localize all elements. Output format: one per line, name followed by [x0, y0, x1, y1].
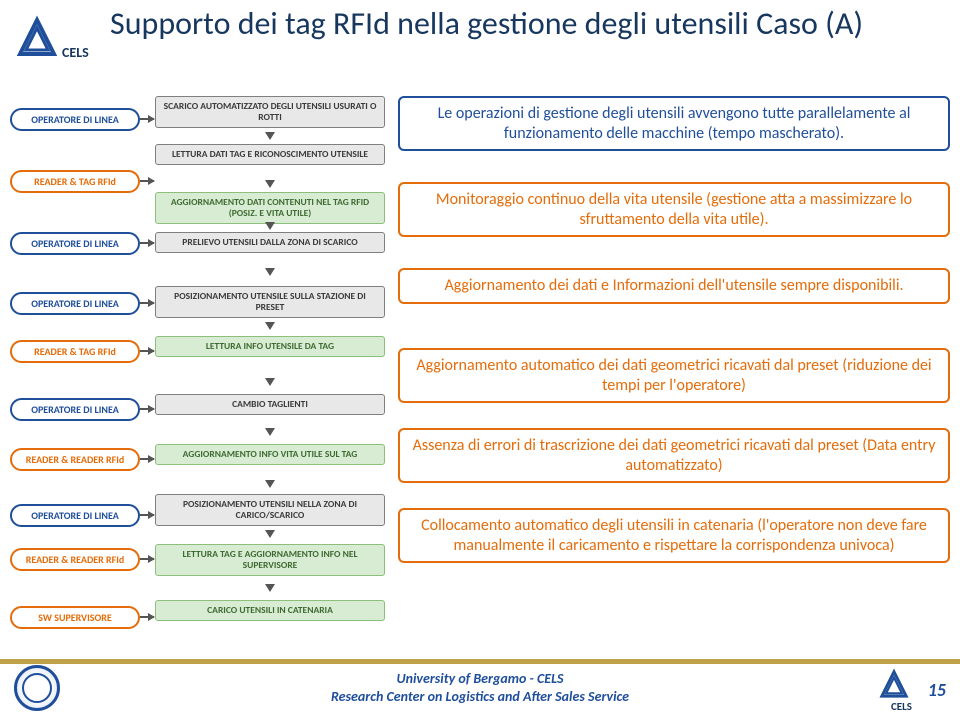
brand-label-small: CELS: [891, 700, 912, 713]
flow-step: CARICO UTENSILI IN CATENARIA: [155, 600, 385, 621]
footer-line1: University of Bergamo - CELS: [396, 670, 563, 687]
actor-pill: OPERATORE DI LINEA: [10, 232, 140, 255]
actor-pill: READER & READER RFId: [10, 448, 140, 471]
page-number: 15: [928, 679, 946, 701]
connector-arrow-icon: [140, 514, 154, 516]
flow-step: CAMBIO TAGLIENTI: [155, 394, 385, 415]
arrow-down-icon: [265, 322, 275, 330]
actor-pill: OPERATORE DI LINEA: [10, 108, 140, 131]
flow-step: LETTURA TAG E AGGIORNAMENTO INFO NEL SUP…: [155, 544, 385, 576]
annotation-note: Aggiornamento dei dati e Informazioni de…: [398, 268, 950, 304]
arrow-down-icon: [265, 428, 275, 436]
arrow-down-icon: [265, 268, 275, 276]
page-title-area: Supporto dei tag RFId nella gestione deg…: [110, 6, 940, 41]
flow-step: POSIZIONAMENTO UTENSILE SULLA STAZIONE D…: [155, 286, 385, 318]
flow-step: PRELIEVO UTENSILI DALLA ZONA DI SCARICO: [155, 232, 385, 253]
annotation-note: Aggiornamento automatico dei dati geomet…: [398, 348, 950, 403]
actor-pill: READER & READER RFId: [10, 548, 140, 571]
page-title: Supporto dei tag RFId nella gestione deg…: [110, 6, 940, 41]
connector-arrow-icon: [140, 350, 154, 352]
arrow-down-icon: [265, 132, 275, 140]
flow-step: LETTURA INFO UTENSILE DA TAG: [155, 336, 385, 357]
actor-pill: OPERATORE DI LINEA: [10, 292, 140, 315]
footer: University of Bergamo - CELS Research Ce…: [0, 659, 960, 715]
arrow-down-icon: [265, 222, 275, 230]
flow-step: POSIZIONAMENTO UTENSILI NELLA ZONA DI CA…: [155, 494, 385, 526]
brand-logo: [12, 12, 62, 67]
flow-step: AGGIORNAMENTO INFO VITA UTILE SUL TAG: [155, 444, 385, 465]
connector-arrow-icon: [140, 118, 154, 120]
arrow-down-icon: [265, 378, 275, 386]
annotation-note: Le operazioni di gestione degli utensili…: [398, 96, 950, 151]
connector-arrow-icon: [140, 558, 154, 560]
actor-pill: READER & TAG RFId: [10, 340, 140, 363]
arrow-down-icon: [265, 480, 275, 488]
annotation-note: Assenza di errori di trascrizione dei da…: [398, 428, 950, 483]
actor-pill: READER & TAG RFId: [10, 170, 140, 193]
connector-arrow-icon: [140, 242, 154, 244]
connector-arrow-icon: [140, 616, 154, 618]
flow-step: AGGIORNAMENTO DATI CONTENUTI NEL TAG RFI…: [155, 192, 385, 224]
actor-pill: OPERATORE DI LINEA: [10, 398, 140, 421]
footer-line2: Research Center on Logistics and After S…: [331, 688, 629, 705]
flow-step: LETTURA DATI TAG E RICONOSCIMENTO UTENSI…: [155, 144, 385, 165]
connector-arrow-icon: [140, 180, 154, 182]
actor-pill: SW SUPERVISORE: [10, 606, 140, 629]
annotation-note: Monitoraggio continuo della vita utensil…: [398, 182, 950, 237]
actor-pill: OPERATORE DI LINEA: [10, 504, 140, 527]
arrow-down-icon: [265, 584, 275, 592]
footer-text: University of Bergamo - CELS Research Ce…: [0, 664, 960, 705]
connector-arrow-icon: [140, 302, 154, 304]
annotation-note: Collocamento automatico degli utensili i…: [398, 508, 950, 563]
brand-label: CELS: [62, 44, 89, 61]
connector-arrow-icon: [140, 408, 154, 410]
arrow-down-icon: [265, 180, 275, 188]
flow-step: SCARICO AUTOMATIZZATO DEGLI UTENSILI USU…: [155, 96, 385, 128]
arrow-down-icon: [265, 530, 275, 538]
connector-arrow-icon: [140, 458, 154, 460]
university-seal-icon: [14, 665, 60, 711]
